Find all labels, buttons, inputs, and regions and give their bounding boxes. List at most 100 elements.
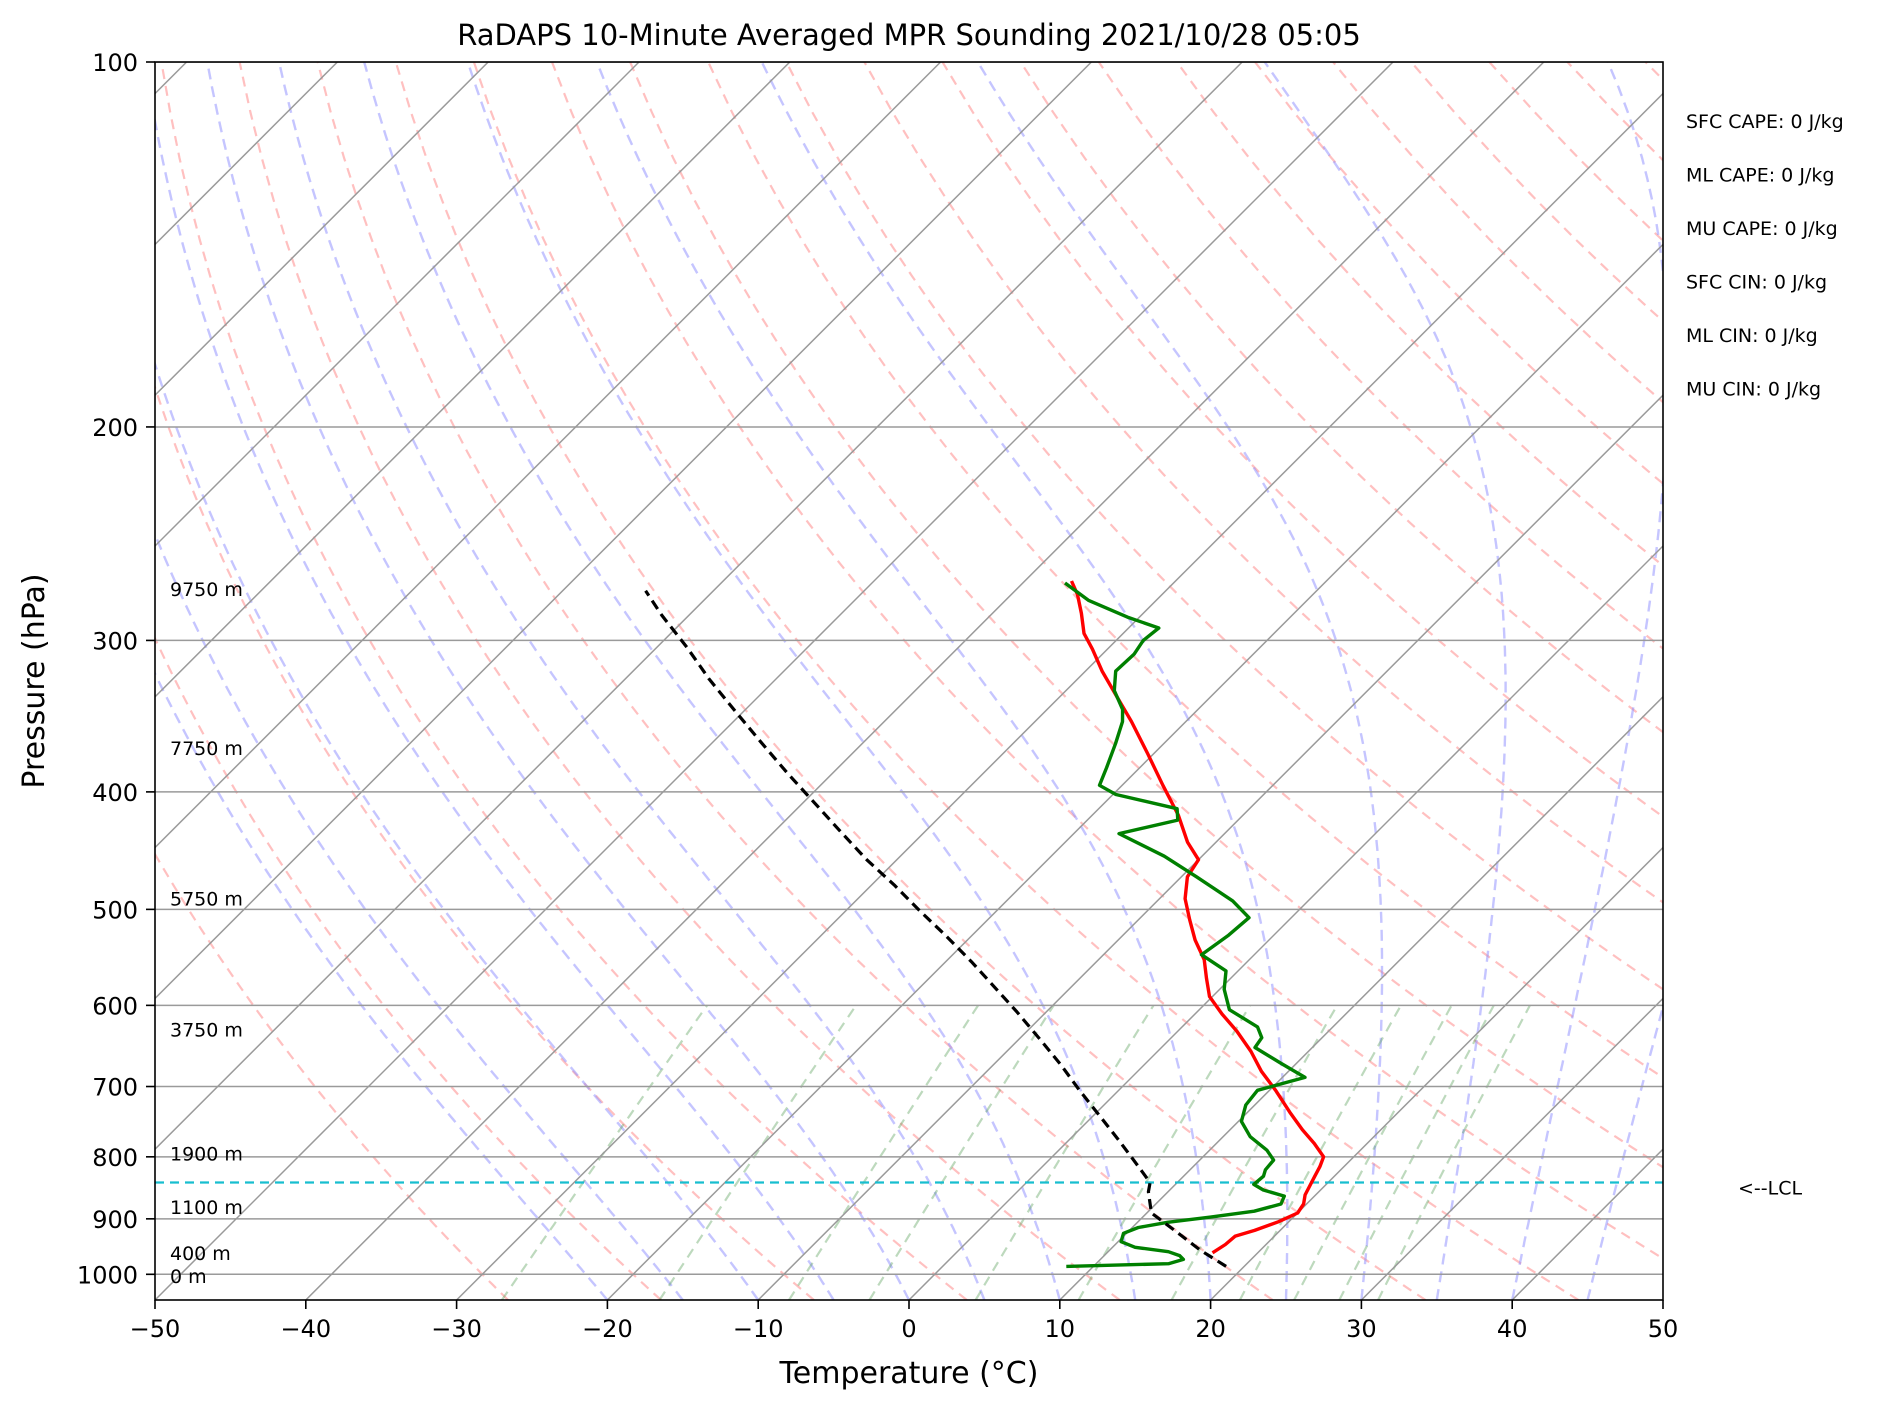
moist-adiabat-line <box>1511 62 1663 1300</box>
height-labels: 9750 m 7750 m 5750 m 3750 m 1900 m 1100 m 400 … <box>170 579 243 1288</box>
x-axis-ticks: −50 −40 −30 −20 −10 0 10 20 30 40 50 <box>130 1300 1678 1343</box>
chart-title: RaDAPS 10-Minute Averaged MPR Sounding 2… <box>457 18 1361 52</box>
x-tick-label: 0 <box>901 1315 916 1343</box>
height-label: 5750 m <box>170 889 243 911</box>
moist-adiabat-line <box>155 531 684 1300</box>
stability-indices: SFC CAPE: 0 J/kg ML CAPE: 0 J/kg MU CAPE: … <box>1686 111 1844 401</box>
height-label: 0 m <box>170 1266 207 1288</box>
mixing-ratio-line <box>1293 1004 1453 1300</box>
x-tick-label: 30 <box>1346 1315 1377 1343</box>
stability-index-text: ML CAPE: 0 J/kg <box>1686 165 1834 187</box>
y-tick-label: 700 <box>92 1074 138 1102</box>
height-label: 3750 m <box>170 1019 243 1041</box>
y-tick-label: 100 <box>92 49 138 77</box>
y-axis-label: Pressure (hPa) <box>17 573 52 788</box>
isobar-gridlines <box>155 62 1663 1276</box>
isotherm-line <box>155 62 791 698</box>
moist-adiabat-line <box>595 62 1212 1300</box>
height-label: 1900 m <box>170 1144 243 1166</box>
dewpoint-profile-line <box>1063 581 1307 1269</box>
isotherm-line <box>305 62 1545 1300</box>
dry-adiabat-line <box>1410 62 1663 323</box>
skewed-isotherm-gridlines <box>155 62 1663 1300</box>
x-tick-label: −20 <box>582 1315 633 1343</box>
height-label: 400 m <box>170 1243 231 1265</box>
lcl-label: <--LCL <box>1738 1178 1802 1200</box>
dry-adiabat-line <box>707 62 1663 1079</box>
mixing-ratio-line <box>1338 1004 1495 1300</box>
mixing-ratio-line <box>1377 1004 1531 1300</box>
mixing-ratio-line <box>500 1004 708 1300</box>
mixing-ratio-line <box>868 1004 1055 1300</box>
y-tick-label: 300 <box>92 627 138 655</box>
mixing-ratio-line <box>658 1004 857 1300</box>
y-tick-label: 800 <box>92 1144 138 1172</box>
x-tick-label: −10 <box>733 1315 784 1343</box>
x-tick-label: −30 <box>431 1315 482 1343</box>
y-tick-label: 900 <box>92 1206 138 1234</box>
sounding-profiles <box>644 580 1326 1269</box>
mixing-ratio-line <box>1238 1004 1402 1300</box>
dry-adiabat-line <box>238 62 1121 1300</box>
y-axis-ticks: 100 200 300 400 500 600 700 800 900 1000 <box>77 49 155 1289</box>
moist-adiabat-line <box>1586 1002 1663 1300</box>
height-label: 9750 m <box>170 579 243 601</box>
dry-adiabat-line <box>629 62 1663 1169</box>
isotherm-line <box>1360 997 1663 1300</box>
moist-adiabat-line <box>277 62 986 1300</box>
isotherm-line <box>1511 1148 1663 1300</box>
dry-adiabat-line <box>941 62 1663 819</box>
mixing-ratio-line <box>788 1004 980 1300</box>
x-tick-label: 40 <box>1497 1315 1528 1343</box>
isotherm-line <box>1059 695 1663 1300</box>
dry-adiabat-line <box>1488 62 1663 243</box>
mixing-ratio-line <box>1170 1004 1339 1300</box>
stability-index-text: ML CIN: 0 J/kg <box>1686 325 1818 347</box>
moist-adiabat-line <box>206 62 911 1300</box>
dry-adiabat-line <box>1332 62 1663 404</box>
dry-adiabat-line <box>1724 62 1882 1300</box>
moist-adiabat-line <box>976 62 1384 1300</box>
reference-lines <box>155 62 1882 1300</box>
isotherm-line <box>456 92 1663 1300</box>
moist-adiabat-line <box>760 62 1289 1300</box>
parcel-path-line <box>644 589 1227 1268</box>
dry-adiabat-line <box>472 62 1580 1300</box>
isotherm-line <box>155 62 640 548</box>
x-axis-label: Temperature (°C) <box>779 1356 1039 1391</box>
moist-adiabat-line <box>1263 62 1507 1300</box>
isotherm-line <box>155 62 1243 1151</box>
isotherm-line <box>908 544 1663 1300</box>
stability-index-text: MU CIN: 0 J/kg <box>1686 379 1821 401</box>
moist-adiabat-line <box>466 62 1137 1300</box>
x-tick-label: 10 <box>1045 1315 1076 1343</box>
isotherm-line <box>155 62 1394 1300</box>
dry-adiabat-line <box>155 852 509 1300</box>
isotherm-line <box>1210 846 1663 1300</box>
y-tick-label: 400 <box>92 779 138 807</box>
stability-index-text: MU CAPE: 0 J/kg <box>1686 218 1838 240</box>
x-tick-label: −40 <box>280 1315 331 1343</box>
isotherm-line <box>757 394 1663 1300</box>
moist-adiabat-line <box>363 62 1061 1300</box>
dry-adiabat-line <box>1566 62 1663 162</box>
y-tick-label: 500 <box>92 896 138 924</box>
y-tick-label: 1000 <box>77 1261 138 1289</box>
moist-adiabat-line <box>155 360 760 1300</box>
y-tick-label: 600 <box>92 992 138 1020</box>
dry-adiabat-line <box>160 62 968 1300</box>
isotherm-line <box>155 62 942 849</box>
isotherm-line <box>1662 1298 1663 1300</box>
dry-adiabat-line <box>1176 62 1663 568</box>
height-label: 7750 m <box>170 738 243 760</box>
dry-adiabat-line <box>155 635 662 1300</box>
isotherm-line <box>155 62 1092 1000</box>
y-tick-label: 200 <box>92 414 138 442</box>
dry-adiabat-line <box>1019 62 1663 734</box>
stability-index-text: SFC CIN: 0 J/kg <box>1686 272 1827 294</box>
moist-adiabat-line <box>155 114 835 1300</box>
dry-adiabat-line <box>155 384 815 1300</box>
x-tick-label: −50 <box>130 1315 181 1343</box>
dry-adiabat-line <box>785 62 1663 991</box>
